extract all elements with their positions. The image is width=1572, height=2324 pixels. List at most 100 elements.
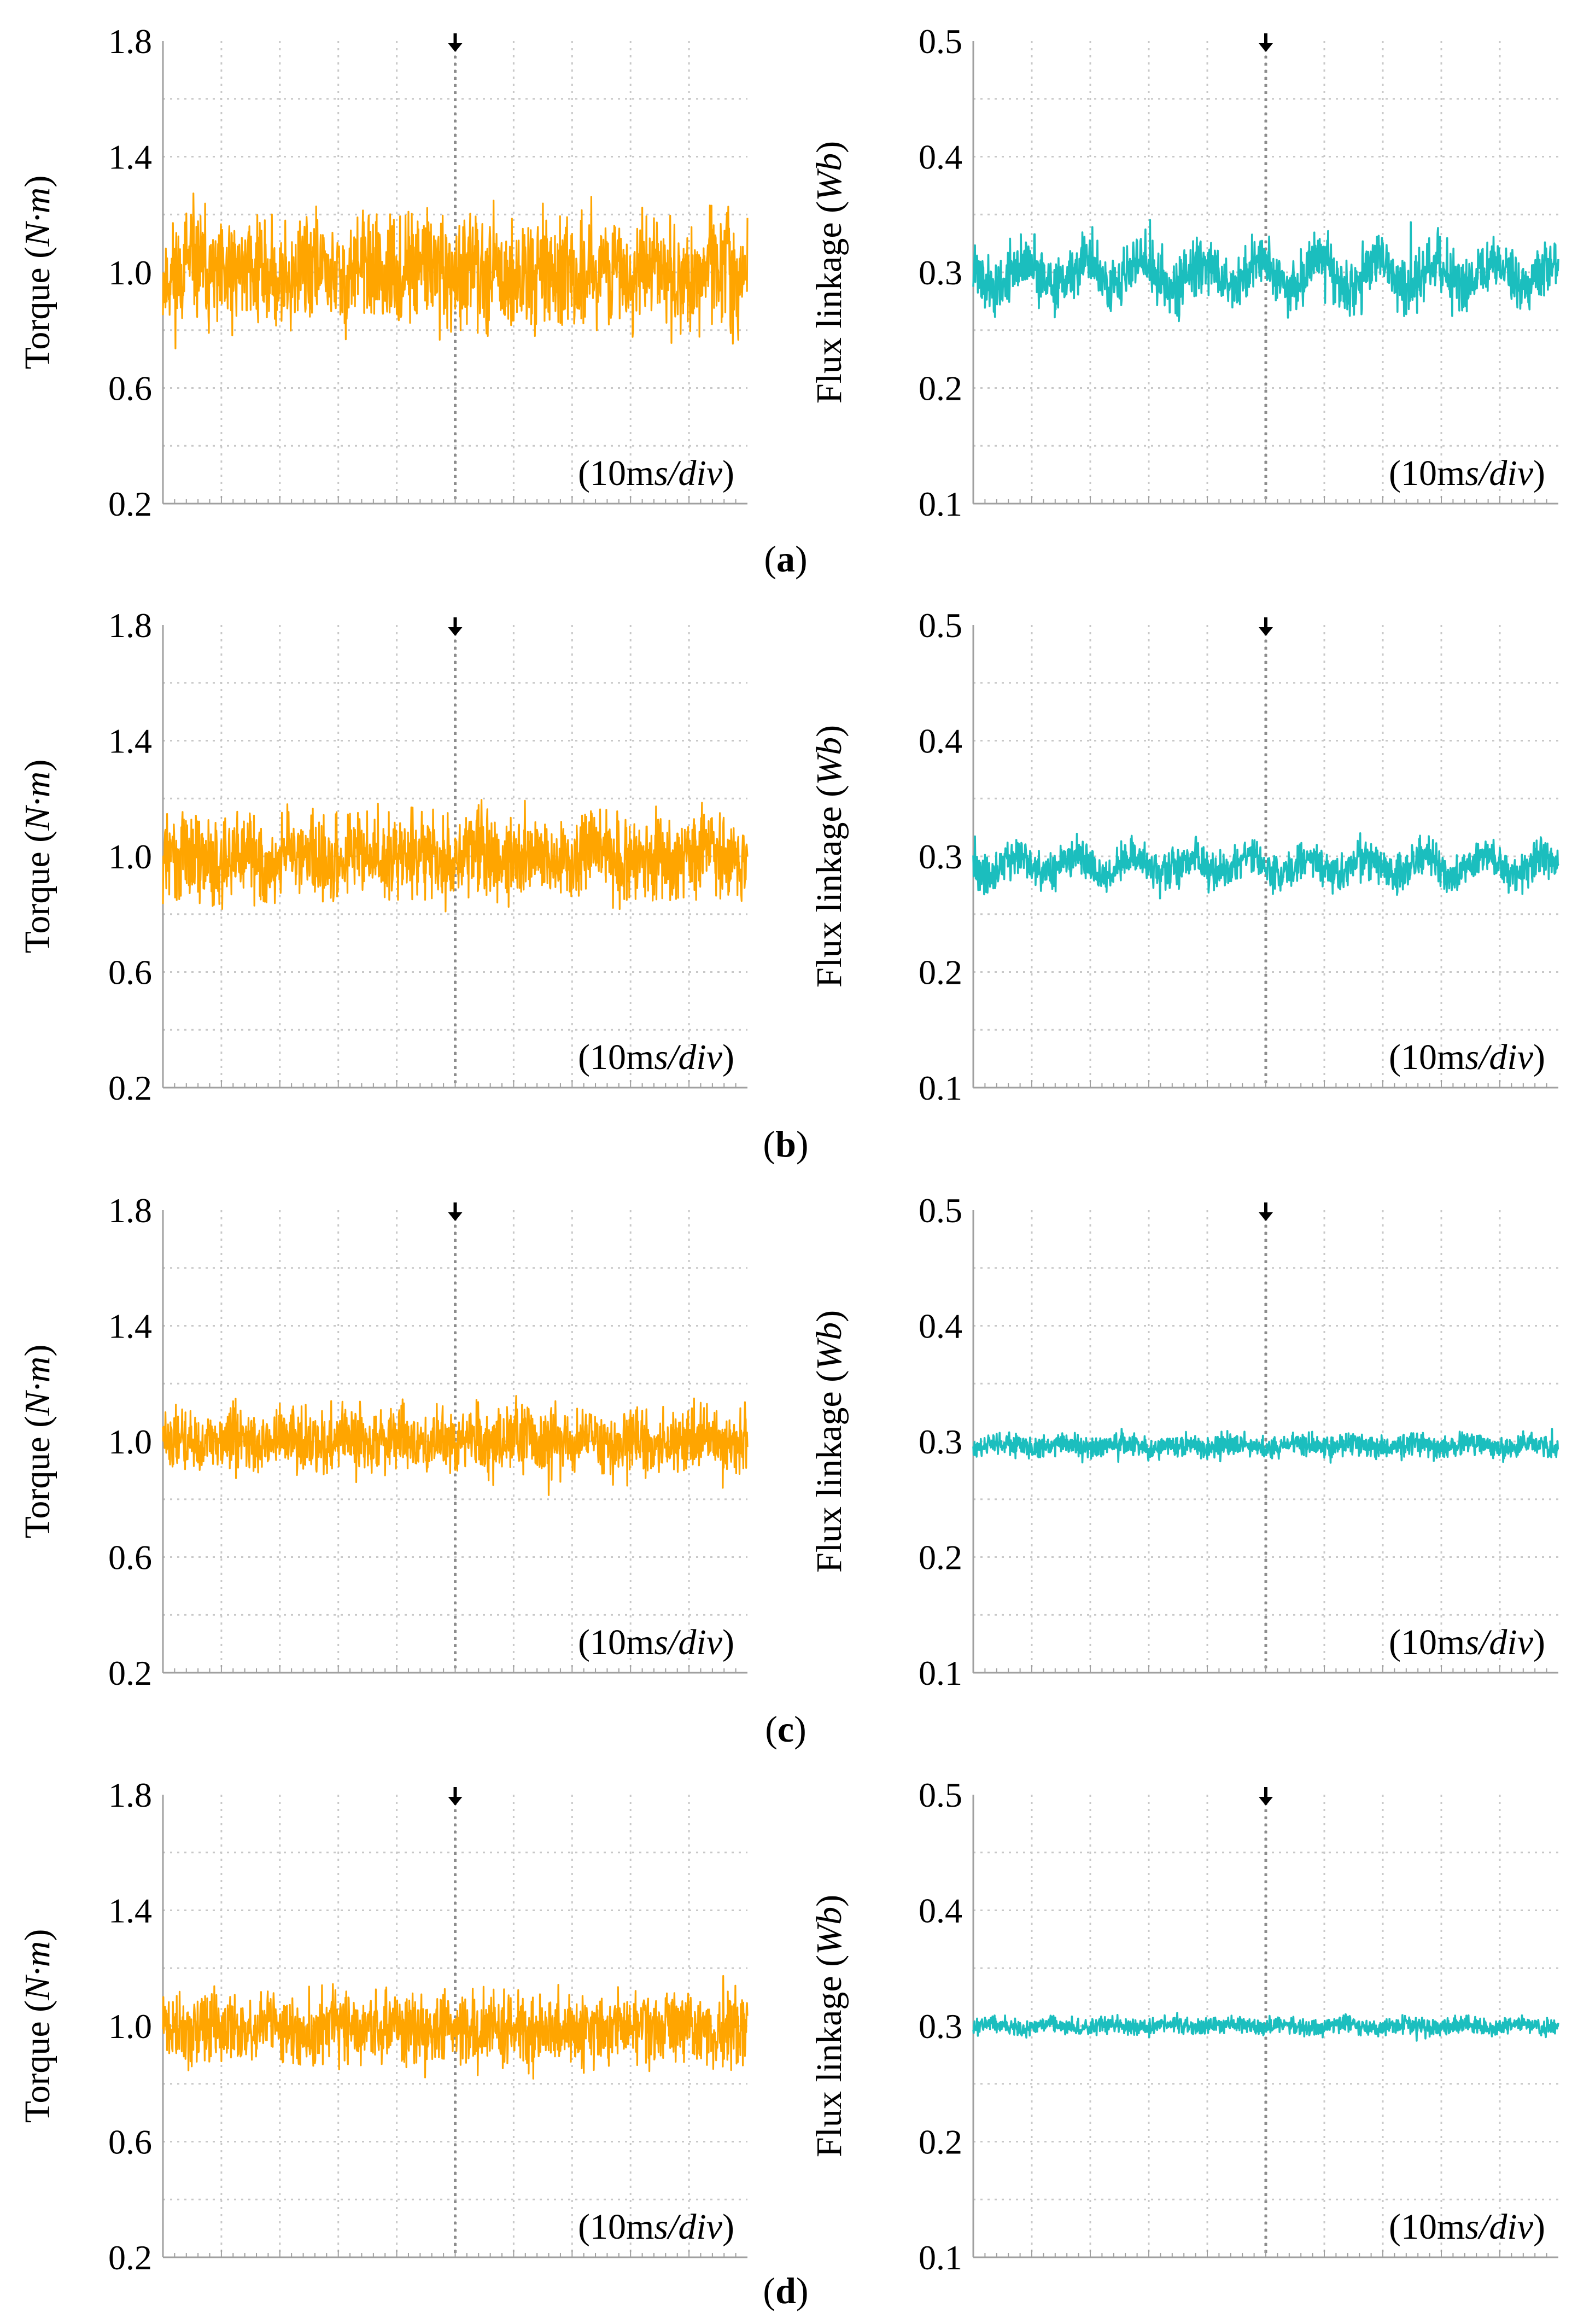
time-scale-suffix: ) xyxy=(1533,1622,1545,1662)
y-tick-label: 0.1 xyxy=(919,2238,962,2277)
y-axis-label-prefix: Flux linkage ( xyxy=(809,785,849,988)
y-tick-label: 1.4 xyxy=(108,138,152,177)
time-scale-unit: s/div xyxy=(1465,453,1533,493)
y-tick-label: 0.1 xyxy=(919,1654,962,1692)
time-scale-unit: s/div xyxy=(1465,2207,1533,2247)
time-scale-unit: s/div xyxy=(654,1622,722,1662)
y-tick-label: 1.8 xyxy=(108,1191,152,1230)
y-tick-label: 1.8 xyxy=(108,22,152,61)
y-tick-label: 1.4 xyxy=(108,722,152,761)
panel-label: (a) xyxy=(764,538,807,580)
y-tick-label: 0.5 xyxy=(919,606,962,645)
time-scale-suffix: ) xyxy=(722,1037,734,1077)
trigger-marker-icon xyxy=(448,1787,463,1806)
y-axis-label-prefix: Torque ( xyxy=(17,1416,57,1538)
y-tick-label: 0.2 xyxy=(108,2238,152,2277)
y-tick-label: 0.2 xyxy=(919,2123,962,2162)
y-axis-label: Flux linkage (Wb) xyxy=(809,1895,849,2157)
trigger-marker-icon xyxy=(1259,617,1273,636)
time-scale-suffix: ) xyxy=(722,2207,734,2247)
y-tick-label: 0.2 xyxy=(108,484,152,523)
y-axis-label-unit: Wb xyxy=(809,737,849,785)
time-scale-label: (10ms/div) xyxy=(1389,1037,1545,1077)
y-axis-label: Torque (N·m) xyxy=(17,1345,57,1539)
time-scale-suffix: ) xyxy=(1533,453,1545,493)
series-line-flux-linkage xyxy=(972,2012,1559,2042)
trigger-marker-icon xyxy=(448,33,463,52)
time-scale-label: (10ms/div) xyxy=(1389,1622,1545,1662)
series-line-torque xyxy=(162,1975,749,2080)
panel-label-letter: a xyxy=(776,538,795,580)
panel-label-letter: d xyxy=(775,2270,796,2311)
trigger-marker-icon xyxy=(1259,1202,1273,1221)
panel-label-close: ) xyxy=(796,1123,809,1165)
panel-label-letter: b xyxy=(775,1123,796,1165)
time-scale-prefix: (10m xyxy=(578,1622,654,1662)
y-tick-label: 1.8 xyxy=(108,1776,152,1814)
trigger-marker-icon xyxy=(1259,33,1273,52)
trigger-marker-icon xyxy=(1259,1787,1273,1806)
y-tick-label: 1.0 xyxy=(108,1422,152,1461)
time-scale-suffix: ) xyxy=(1533,2207,1545,2247)
time-scale-prefix: (10m xyxy=(578,453,654,493)
y-tick-label: 0.3 xyxy=(919,2007,962,2046)
y-axis-label-prefix: Flux linkage ( xyxy=(809,1955,849,2157)
time-scale-label: (10ms/div) xyxy=(578,1622,734,1662)
trigger-marker-icon xyxy=(448,1202,463,1221)
time-scale-unit: s/div xyxy=(654,453,722,493)
y-tick-label: 0.2 xyxy=(919,369,962,408)
y-axis-label-unit: N·m xyxy=(17,1357,57,1416)
time-scale-label: (10ms/div) xyxy=(1389,2207,1545,2247)
y-tick-label: 1.0 xyxy=(108,253,152,292)
y-tick-label: 0.2 xyxy=(919,953,962,992)
time-scale-label: (10ms/div) xyxy=(578,2207,734,2247)
y-axis-label-suffix: ) xyxy=(809,1895,849,1907)
y-axis-label-unit: N·m xyxy=(17,188,57,247)
axes xyxy=(162,1795,747,2258)
series-line-flux-linkage xyxy=(972,832,1559,900)
y-tick-label: 0.5 xyxy=(919,22,962,61)
time-scale-prefix: (10m xyxy=(1389,1622,1465,1662)
y-axis-label-unit: Wb xyxy=(809,1322,849,1370)
time-scale-label: (10ms/div) xyxy=(578,1037,734,1077)
time-scale-unit: s/div xyxy=(654,2207,722,2247)
y-axis-label-prefix: Flux linkage ( xyxy=(809,1370,849,1573)
y-axis-label: Torque (N·m) xyxy=(17,1929,57,2123)
y-tick-label: 0.6 xyxy=(108,369,152,408)
panel-label-open: ( xyxy=(763,1123,775,1165)
y-tick-label: 1.0 xyxy=(108,2007,152,2046)
y-axis-label: Flux linkage (Wb) xyxy=(809,725,849,988)
y-axis-label-prefix: Torque ( xyxy=(17,2000,57,2123)
y-axis-label-suffix: ) xyxy=(809,725,849,737)
panel-label-open: ( xyxy=(764,538,776,580)
y-tick-label: 0.1 xyxy=(919,1068,962,1107)
time-scale-prefix: (10m xyxy=(1389,1037,1465,1077)
y-tick-label: 1.8 xyxy=(108,606,152,645)
time-scale-label: (10ms/div) xyxy=(1389,453,1545,493)
y-axis-label-unit: Wb xyxy=(809,1907,849,1955)
series-line-torque xyxy=(162,192,749,349)
y-axis-label-suffix: ) xyxy=(17,760,57,772)
y-tick-label: 0.3 xyxy=(919,1422,962,1461)
y-axis-label-unit: N·m xyxy=(17,772,57,831)
panel-label-open: ( xyxy=(765,1708,778,1750)
y-axis-label: Flux linkage (Wb) xyxy=(809,141,849,404)
time-scale-prefix: (10m xyxy=(578,2207,654,2247)
panel-label: (d) xyxy=(763,2270,808,2311)
y-axis-label-prefix: Flux linkage ( xyxy=(809,201,849,404)
time-scale-suffix: ) xyxy=(722,453,734,493)
time-scale-suffix: ) xyxy=(1533,1037,1545,1077)
series-line-torque xyxy=(162,799,749,913)
y-tick-label: 1.4 xyxy=(108,1891,152,1930)
time-scale-unit: s/div xyxy=(654,1037,722,1077)
axes xyxy=(972,625,1558,1089)
y-axis-label: Torque (N·m) xyxy=(17,760,57,954)
y-axis-label: Flux linkage (Wb) xyxy=(809,1310,849,1573)
y-tick-label: 1.4 xyxy=(108,1307,152,1346)
